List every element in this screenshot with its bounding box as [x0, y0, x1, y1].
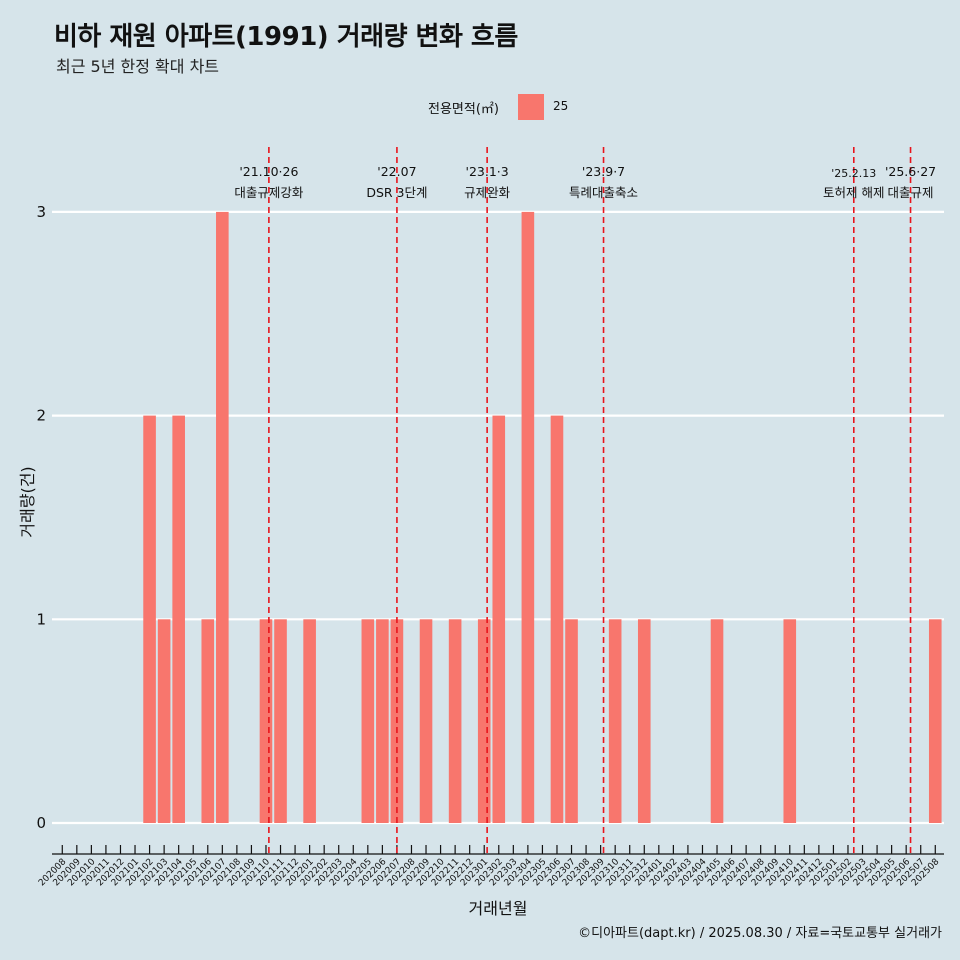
- source-caption: ©디아파트(dapt.kr) / 2025.08.30 / 자료=국토교통부 실…: [578, 926, 942, 941]
- bar: [448, 619, 462, 823]
- annotation-text: 대출규제강화: [234, 185, 304, 200]
- annotation-text: 대출규제: [888, 185, 934, 200]
- chart-title: 비하 재원 아파트(1991) 거래량 변화 흐름: [54, 22, 518, 52]
- bar: [259, 619, 273, 823]
- legend-swatch: [518, 94, 544, 120]
- bar: [550, 415, 564, 823]
- y-tick-label: 2: [36, 407, 46, 425]
- bar: [361, 619, 375, 823]
- bar: [303, 619, 316, 823]
- bar: [565, 619, 578, 823]
- x-axis-title: 거래년월: [469, 899, 528, 918]
- legend-item-label: 25: [553, 99, 569, 113]
- annotation-date: '23.9·7: [582, 164, 625, 179]
- legend-title: 전용면적(㎡): [428, 102, 499, 117]
- bar: [201, 619, 215, 823]
- legend: 전용면적(㎡) 25: [0, 92, 960, 122]
- y-tick-label: 0: [36, 814, 46, 832]
- chart-subtitle: 최근 5년 한정 확대 차트: [56, 57, 220, 76]
- bar: [477, 619, 491, 823]
- bar: [143, 415, 156, 823]
- bar: [492, 415, 506, 823]
- bar: [608, 619, 622, 823]
- annotation-text: DSR 3단계: [366, 185, 427, 200]
- y-tick-label: 1: [36, 610, 46, 628]
- annotation-date: '22.07: [377, 164, 416, 179]
- bar: [376, 619, 389, 823]
- bar: [172, 415, 185, 823]
- annotation-date: '25.2.13: [831, 167, 876, 180]
- y-axis-title: 거래량(건): [18, 466, 37, 537]
- bar: [710, 619, 724, 823]
- bar: [419, 619, 433, 823]
- annotation-text: 특례대출축소: [569, 185, 638, 200]
- bar: [274, 619, 287, 823]
- bar: [521, 211, 535, 823]
- annotation-date: '23.1·3: [466, 164, 509, 179]
- bar: [783, 619, 797, 823]
- annotation-date: '25.6·27: [885, 164, 936, 179]
- y-tick-label: 3: [36, 203, 46, 221]
- bar: [637, 619, 651, 823]
- bar: [216, 211, 229, 823]
- bar: [928, 619, 942, 823]
- bar: [157, 619, 171, 823]
- annotation-text: 규제완화: [464, 185, 511, 200]
- annotation-text: 토허제 해제: [823, 185, 884, 200]
- annotation-date: '21.10·26: [239, 164, 298, 179]
